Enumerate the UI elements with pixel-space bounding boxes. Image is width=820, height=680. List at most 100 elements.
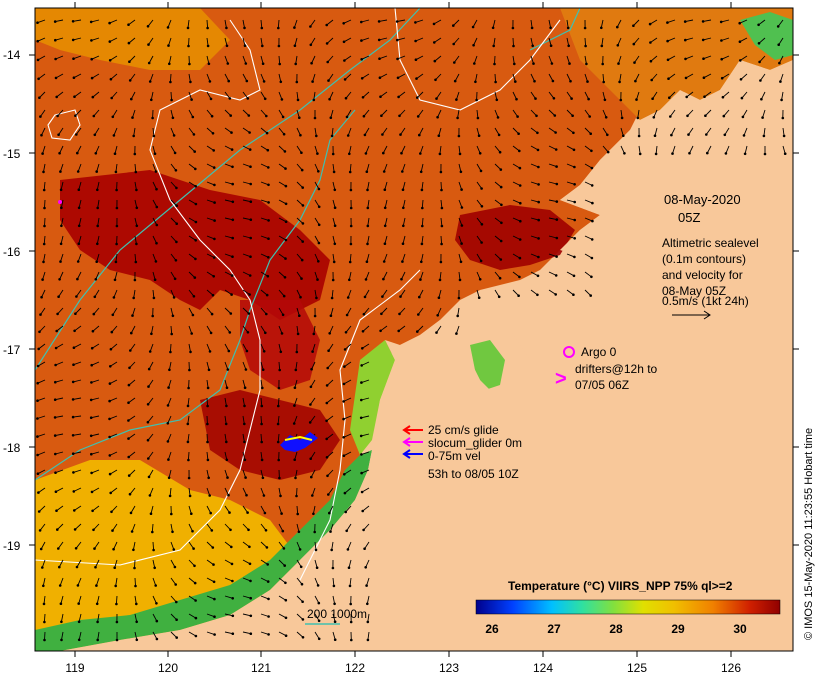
velocity-arrow-head	[280, 332, 284, 335]
velocity-arrow	[362, 325, 370, 332]
velocity-arrow	[739, 19, 748, 24]
velocity-arrow-head	[345, 115, 349, 119]
velocity-arrow-head	[348, 584, 352, 588]
velocity-arrow	[56, 505, 64, 512]
velocity-arrow	[437, 109, 442, 118]
velocity-arrow-head	[573, 255, 576, 259]
velocity-arrow	[365, 145, 370, 154]
velocity-arrow	[152, 613, 158, 622]
velocity-arrow-head	[148, 80, 152, 83]
bathymetry-label: 200 1000m	[307, 607, 367, 621]
velocity-arrow-head	[317, 223, 321, 227]
velocity-arrow-head	[297, 530, 301, 534]
velocity-arrow-head	[170, 332, 173, 336]
velocity-arrow	[381, 307, 388, 315]
velocity-arrow	[168, 379, 172, 388]
velocity-arrow	[152, 559, 156, 568]
velocity-arrow-head	[284, 238, 288, 242]
velocity-arrow-head	[211, 546, 215, 549]
velocity-arrow-head	[115, 638, 119, 642]
velocity-arrow-head	[129, 511, 133, 515]
velocity-arrow-head	[435, 331, 438, 334]
velocity-arrow	[57, 109, 64, 117]
velocity-arrow-head	[782, 134, 786, 138]
velocity-arrow-head	[380, 114, 383, 117]
velocity-arrow	[55, 397, 64, 401]
velocity-arrow	[476, 253, 482, 262]
velocity-arrow-head	[147, 385, 150, 388]
velocity-arrow-head	[36, 472, 40, 476]
velocity-arrow-head	[666, 39, 669, 43]
velocity-arrow	[149, 487, 154, 496]
velocity-arrow-head	[42, 602, 46, 606]
velocity-arrow	[384, 199, 388, 208]
velocity-arrow	[494, 235, 502, 242]
velocity-arrow-head	[342, 400, 346, 403]
velocity-arrow-head	[366, 602, 369, 606]
map-time: 05Z	[678, 210, 700, 225]
velocity-arrow-head	[147, 43, 150, 46]
velocity-arrow-head	[362, 312, 366, 316]
velocity-arrow-head	[112, 134, 116, 137]
lat-tick-marks	[29, 54, 799, 546]
velocity-arrow-head	[96, 224, 99, 228]
velocity-arrow-head	[317, 601, 321, 605]
velocity-arrow-head	[57, 295, 60, 299]
velocity-arrow-head	[533, 79, 536, 83]
velocity-arrow-head	[133, 152, 137, 156]
sealevel-contour-1	[35, 19, 261, 566]
lon-tick-label: 126	[721, 661, 741, 675]
sea-region-north	[560, 8, 793, 120]
velocity-arrow-head	[537, 165, 540, 169]
velocity-arrow-head	[244, 62, 248, 65]
velocity-arrow-head	[724, 152, 728, 155]
latitude-axis: -14 -15 -16 -17 -18 -19	[3, 48, 21, 553]
velocity-arrow-head	[133, 278, 137, 282]
velocity-arrow	[170, 235, 177, 243]
velocity-arrow-head	[110, 510, 113, 514]
velocity-arrow	[416, 325, 424, 332]
velocity-arrow-head	[480, 223, 484, 226]
velocity-arrow	[73, 55, 82, 60]
velocity-arrow	[242, 451, 246, 460]
velocity-arrow-head	[169, 80, 172, 84]
velocity-arrow	[74, 523, 82, 530]
velocity-arrow-head	[267, 615, 270, 618]
velocity-arrow	[93, 523, 100, 531]
velocity-arrow-head	[54, 57, 57, 61]
velocity-arrow	[361, 487, 370, 493]
velocity-arrow-head	[114, 584, 117, 588]
velocity-arrow-head	[134, 170, 138, 174]
velocity-arrow	[494, 163, 502, 170]
velocity-arrow	[129, 343, 136, 351]
velocity-arrow	[188, 487, 191, 496]
velocity-arrow-head	[231, 165, 234, 169]
velocity-arrow-head	[132, 134, 135, 138]
velocity-arrow	[260, 19, 263, 29]
velocity-arrow	[548, 199, 557, 203]
velocity-arrow-head	[40, 133, 43, 137]
velocity-arrow	[326, 379, 334, 386]
velocity-arrow-head	[296, 98, 300, 102]
velocity-arrow	[152, 145, 156, 154]
velocity-arrow-head	[135, 224, 139, 228]
velocity-arrow-head	[109, 77, 113, 81]
velocity-arrow	[150, 91, 154, 100]
plot-frame	[34, 7, 794, 652]
velocity-arrow-head	[363, 133, 367, 137]
velocity-arrow-head	[453, 61, 456, 64]
velocity-arrow	[147, 19, 154, 27]
velocity-arrow	[77, 163, 82, 172]
velocity-arrow-head	[56, 528, 59, 531]
glider-line-2: slocum_glider 0m	[428, 436, 522, 450]
velocity-arrow-head	[537, 200, 540, 204]
velocity-arrow	[705, 109, 712, 117]
velocity-arrow	[473, 37, 478, 46]
velocity-arrow	[366, 577, 370, 586]
velocity-arrow	[114, 271, 118, 280]
velocity-arrow-head	[146, 403, 150, 406]
velocity-arrow-head	[330, 296, 334, 300]
velocity-arrow	[128, 451, 136, 458]
velocity-arrow-head	[174, 169, 178, 172]
velocity-arrow	[170, 523, 173, 532]
